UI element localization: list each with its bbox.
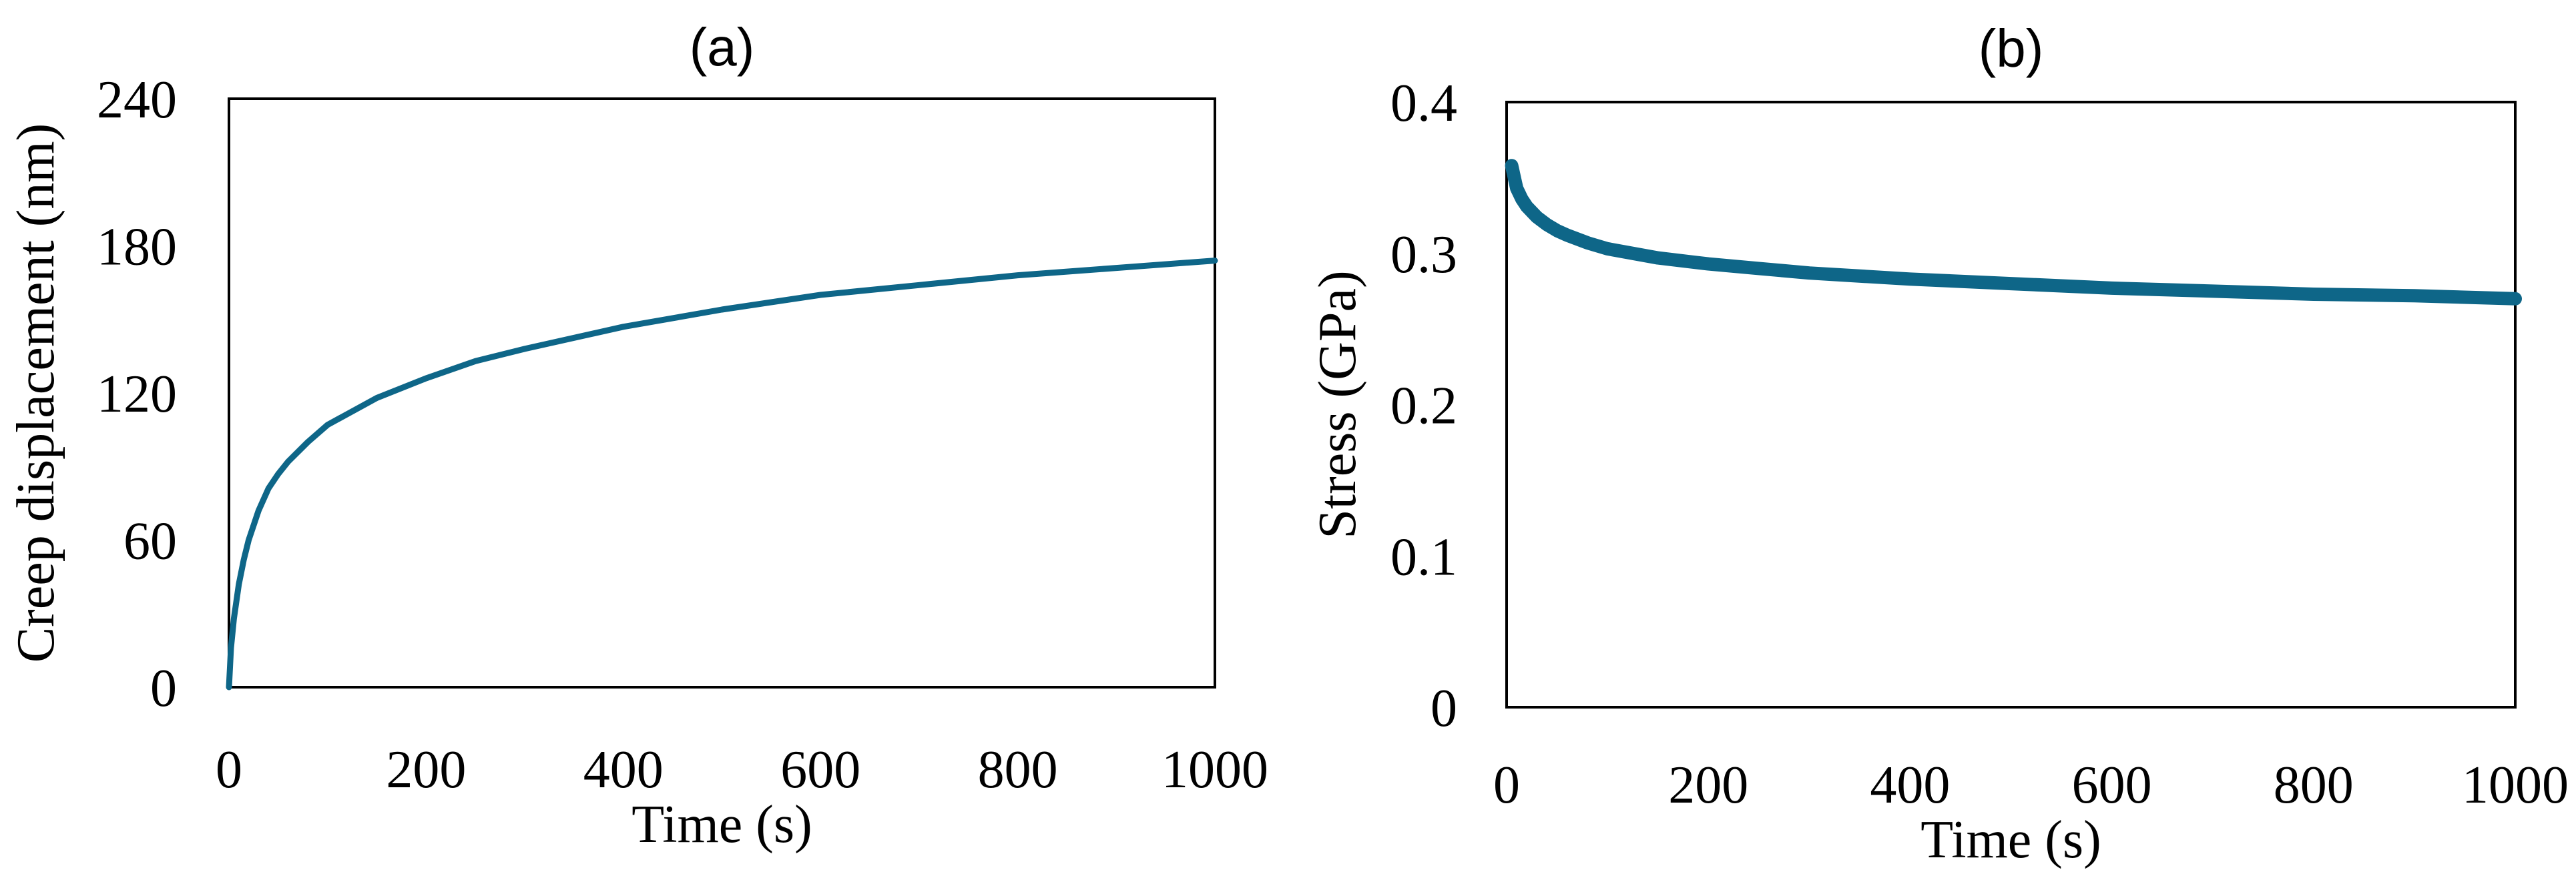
panel-a-x-tick-label: 400 xyxy=(583,741,664,799)
panel-a-series-line xyxy=(226,258,1218,691)
panel-b-x-tick-label: 200 xyxy=(1668,756,1748,815)
panel-a-y-tick-label: 120 xyxy=(97,365,177,424)
panel-a-y-tick-label: 60 xyxy=(123,512,177,571)
panel-b-x-tick-label: 400 xyxy=(1870,756,1950,815)
panel-a-y-tick-label: 0 xyxy=(150,659,177,718)
panel-b-x-tick-label: 600 xyxy=(2072,756,2152,815)
panel-b-x-tick-label: 0 xyxy=(1493,756,1520,815)
panel-a-y-tick-label: 240 xyxy=(97,71,177,129)
panel-b-y-tick-label: 0 xyxy=(1431,679,1457,738)
panel-a-plot-frame xyxy=(228,97,1216,689)
panel-a-y-tick-label: 180 xyxy=(97,218,177,277)
panel-b-y-tick-label: 0.3 xyxy=(1390,226,1457,284)
panel-b-series-line xyxy=(1505,159,2522,306)
panel-b-plot-frame xyxy=(1505,101,2517,709)
panel-a-x-tick-label: 200 xyxy=(386,741,466,799)
panel-a-y-axis-title: Creep displacement (nm) xyxy=(7,123,65,663)
panel-a: (a) 0 200 400 600 800 1000 0 60 120 180 240 Time (s)… xyxy=(7,17,1268,854)
panel-a-x-tick-label: 600 xyxy=(780,741,860,799)
panel-a-title: (a) xyxy=(690,17,755,77)
panel-b-title: (b) xyxy=(1979,19,2044,78)
panel-b-y-tick-label: 0.1 xyxy=(1390,528,1457,586)
panel-b-y-tick-label: 0.2 xyxy=(1390,377,1457,436)
panel-a-x-axis-title: Time (s) xyxy=(631,795,812,854)
panel-b-x-axis-title: Time (s) xyxy=(1920,811,2101,869)
panel-b-y-axis-title: Stress (GPa) xyxy=(1308,270,1367,538)
panel-b-y-tick-label: 0.4 xyxy=(1390,74,1457,133)
panel-a-x-tick-label: 1000 xyxy=(1162,741,1268,799)
panel-a-x-tick-label: 0 xyxy=(216,741,242,799)
panel-a-x-tick-label: 800 xyxy=(978,741,1058,799)
panel-b: (b) 0 200 400 600 800 1000 0 0.1 0.2 0.3 0.4 Time (s… xyxy=(1308,19,2569,869)
panel-b-x-tick-label: 800 xyxy=(2274,756,2354,815)
panel-b-x-tick-label: 1000 xyxy=(2462,756,2569,815)
